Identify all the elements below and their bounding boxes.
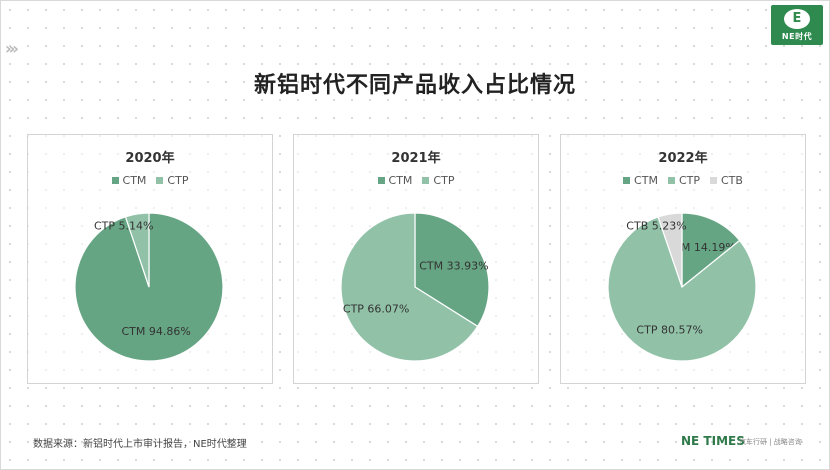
legend-swatch xyxy=(111,177,119,184)
footer-brand: NE TIMES xyxy=(681,434,745,448)
chart-legend: CTM CTP CTB xyxy=(561,174,805,187)
slice-label-ctp: CTP 5.14% xyxy=(94,220,153,233)
chevron-right-icon: ››› xyxy=(5,39,19,58)
legend-label: CTB xyxy=(720,174,743,187)
legend-label: CTM xyxy=(122,174,147,187)
pie-slice-ctb xyxy=(657,212,683,288)
pie-slice-ctp xyxy=(124,212,150,288)
slice-label-ctm: CTM 33.93% xyxy=(419,260,488,273)
legend-item-ctp: CTP xyxy=(422,174,454,187)
page-title: 新铝时代不同产品收入占比情况 xyxy=(253,73,576,98)
slice-label-ctp: CTP 66.07% xyxy=(343,302,409,315)
slice-label-ctp: CTP 80.57% xyxy=(636,324,702,337)
legend-item-ctb: CTB xyxy=(709,174,743,187)
pie-slice-ctp xyxy=(607,216,757,362)
legend-item-ctm: CTM xyxy=(377,174,413,187)
legend-label: CTP xyxy=(433,174,455,187)
legend-label: CTP xyxy=(167,174,189,187)
legend-swatch xyxy=(156,177,164,184)
slice-label-ctb: CTB 5.23% xyxy=(626,220,686,233)
chart-legend: CTM CTP xyxy=(28,174,272,187)
pie-chart: CTM 94.86% CTP 5.14% xyxy=(74,212,224,362)
chart-title: 2020年 xyxy=(125,151,175,166)
legend-item-ctm: CTM xyxy=(111,174,147,187)
chart-panel-2022: 2022年 CTM CTP CTB CTM 14.19% CTP 80.57% CTB … xyxy=(560,134,806,384)
pie-chart: CTM 33.93% CTP 66.07% xyxy=(340,212,490,362)
pie-slice-ctm xyxy=(681,212,741,289)
data-source-note: 数据来源：新铝时代上市审计报告，NE时代整理 xyxy=(33,439,247,450)
legend-swatch xyxy=(377,177,385,184)
chart-legend: CTM CTP xyxy=(294,174,538,187)
legend-swatch xyxy=(422,177,430,184)
legend-swatch xyxy=(623,177,631,184)
legend-label: CTM xyxy=(634,174,658,187)
legend-label: CTP xyxy=(678,174,700,187)
brand-logo: E NE时代 xyxy=(771,5,823,45)
slice-label-ctm: CTM 14.19% xyxy=(666,241,735,254)
legend-swatch xyxy=(709,177,717,184)
legend-item-ctm: CTM xyxy=(623,174,658,187)
chart-panel-2021: 2021年 CTM CTP CTM 33.93% CTP 66.07% xyxy=(293,134,539,384)
logo-text: NE时代 xyxy=(781,31,813,41)
legend-item-ctp: CTP xyxy=(156,174,188,187)
slice-label-ctm: CTM 94.86% xyxy=(121,325,190,338)
legend-label: CTM xyxy=(388,174,413,187)
chart-title: 2021年 xyxy=(391,151,441,166)
legend-item-ctp: CTP xyxy=(667,174,700,187)
pie-slice-ctp xyxy=(340,212,479,362)
chart-panel-2020: 2020年 CTM CTP CTM 94.86% CTP 5.14% xyxy=(27,134,273,384)
logo-mark-icon: E xyxy=(784,8,810,29)
footer-tagline: 汽车行研 | 战略咨询 xyxy=(739,438,802,446)
legend-swatch xyxy=(667,177,675,184)
pie-chart: CTM 14.19% CTP 80.57% CTB 5.23% xyxy=(607,212,757,362)
chart-title: 2022年 xyxy=(658,151,708,166)
